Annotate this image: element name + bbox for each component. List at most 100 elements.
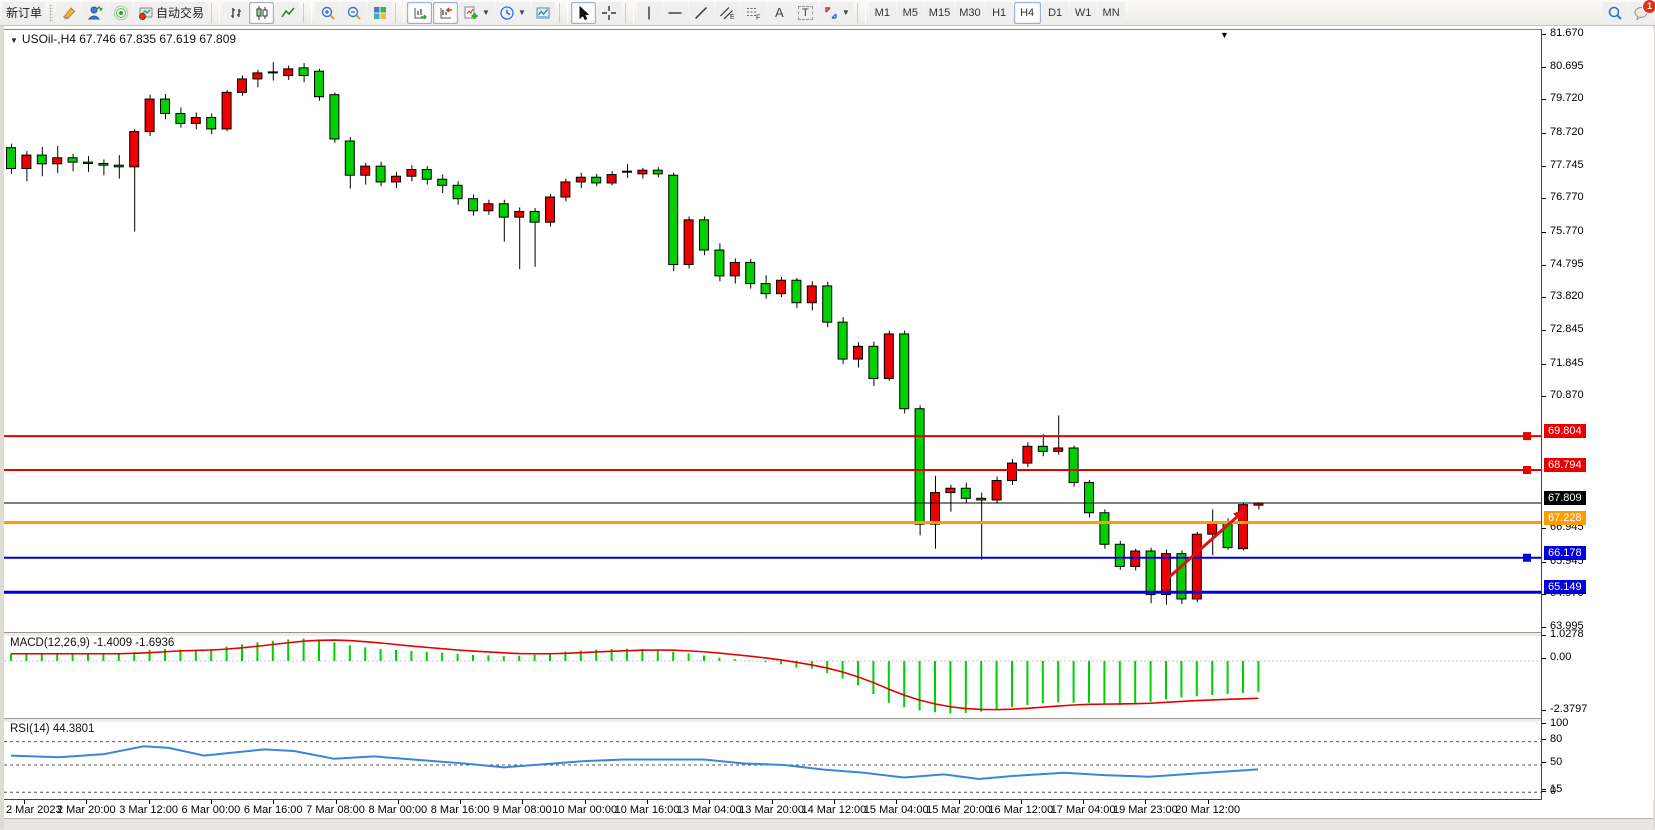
arrows-icon [825,6,837,19]
zoom-out-button[interactable] [341,1,367,24]
rsi-axis-tick [1542,789,1546,791]
zoom-in-button[interactable] [315,1,341,24]
bull-candle [144,98,155,133]
bull-candle [545,196,555,223]
toolbar-separator [395,2,405,23]
trendline-icon [695,6,708,19]
bull-candle [1007,462,1017,482]
horizontal-line-button[interactable] [662,1,688,24]
bear-candle [67,157,78,163]
toolbar-grip[interactable] [49,3,54,22]
chart-window: ▼ USOil-,H4 67.746 67.835 67.619 67.809 ▼… [0,26,1655,830]
time-axis-tick [771,800,773,804]
fibonacci-button[interactable]: F [740,1,766,24]
chart-title-text: USOil-,H4 67.746 67.835 67.619 67.809 [21,32,237,46]
bull-candle [1191,533,1202,600]
auto-scroll-button[interactable] [407,1,433,24]
chart-shift-marker-icon[interactable]: ▼ [1220,30,1229,40]
horizontal-lines-group [4,432,1541,594]
bear-candle [668,174,679,265]
bar-chart-button[interactable] [223,1,249,24]
indicators-button[interactable]: ▼ [459,1,494,24]
macd-indicator-panel[interactable] [4,636,1541,718]
price-line-badge: 65.149 [1544,580,1586,595]
timeframe-h4-button[interactable]: H4 [1013,1,1041,24]
cursor-button[interactable] [570,1,596,24]
bear-candle [329,94,340,140]
tile-windows-icon [373,6,386,19]
price-chart-panel[interactable] [4,29,1541,633]
one-click-trading-toggle-icon[interactable]: ▼ [10,36,18,45]
new-order-button[interactable]: 新订单 [2,1,47,24]
time-axis-label: 10 Mar 16:00 [614,804,680,816]
profile-button[interactable] [82,1,108,24]
signal-button[interactable] [108,1,134,24]
timeframe-m5-button[interactable]: M5 [896,1,924,24]
bull-candle [267,71,278,74]
bull-candle [637,169,648,175]
timeframe-mn-button[interactable]: MN [1097,1,1125,24]
highlighter-button[interactable] [56,1,82,24]
tile-windows-button[interactable] [367,1,393,24]
bear-candle [421,169,432,180]
price-axis-tick [1542,528,1546,530]
line-chart-button[interactable] [275,1,301,24]
timeframe-m1-button[interactable]: M1 [868,1,896,24]
trendline-button[interactable] [688,1,714,24]
periods-button[interactable]: ▼ [494,1,530,24]
timeframe-h1-button[interactable]: H1 [985,1,1013,24]
bull-candle [1207,522,1218,535]
search-button[interactable] [1602,1,1627,24]
time-axis-tick [86,800,88,804]
equidistant-channel-button[interactable]: E [714,1,740,24]
text-button[interactable]: A [766,1,792,24]
indicators-add-icon [464,6,478,19]
price-axis-tick [1542,396,1546,398]
price-axis-tick [1542,198,1546,200]
timeframe-w1-button[interactable]: W1 [1069,1,1097,24]
bull-candle [190,117,201,125]
timeframe-m15-button[interactable]: M15 [924,1,955,24]
highlighter-icon [61,6,75,20]
zoom-in-icon [321,6,335,20]
bear-candle [375,165,386,183]
price-axis[interactable]: 81.670 80.695 79.720 78.720 77.745 76.770 75.7… [1541,27,1654,800]
time-axis-tick [273,800,275,804]
text-label-icon: T [798,5,813,20]
line-anchor-square [1523,553,1531,562]
chart-shift-button[interactable] [433,1,459,24]
arrows-button[interactable]: ▼ [818,1,854,24]
time-axis-label: 15 Mar 04:00 [863,804,929,816]
text-label-button[interactable]: T [792,1,818,24]
autotrading-button[interactable]: 自动交易 [134,1,209,24]
time-axis-tick [335,800,337,804]
crosshair-button[interactable] [596,1,622,24]
candlestick-chart-button[interactable] [249,1,275,24]
vertical-line-button[interactable] [636,1,662,24]
timeframe-m30-button[interactable]: M30 [955,1,985,24]
bull-candle [129,131,140,168]
bear-candle [83,161,93,164]
time-axis-label: 2 Mar 20:00 [56,804,116,816]
toolbar-separator [856,2,866,23]
time-axis[interactable]: 2 Mar 2023 2 Mar 20:00 3 Mar 12:00 6 Mar 00… [4,800,1541,818]
templates-button[interactable] [530,1,556,24]
time-axis-label: 19 Mar 23:00 [1112,804,1178,816]
bear-candle [1114,543,1125,567]
rsi-indicator-panel[interactable] [4,722,1541,800]
bear-candle [868,345,879,380]
arrow-shaft [1166,516,1238,581]
bull-candle [883,333,894,380]
rsi-axis-label: 50 [1550,756,1563,768]
time-axis-label: 15 Mar 20:00 [926,804,991,816]
notifications-button[interactable]: 1 [1628,0,1655,24]
time-axis-tick [709,800,711,804]
bull-candle [575,176,586,183]
bull-candle [360,165,371,176]
timeframe-d1-button[interactable]: D1 [1041,1,1069,24]
rsi-indicator-label: RSI(14) 44.3801 [10,723,95,735]
price-axis-tick [1542,264,1546,266]
time-axis-label: 13 Mar 04:00 [676,804,742,816]
cursor-icon [579,5,590,20]
